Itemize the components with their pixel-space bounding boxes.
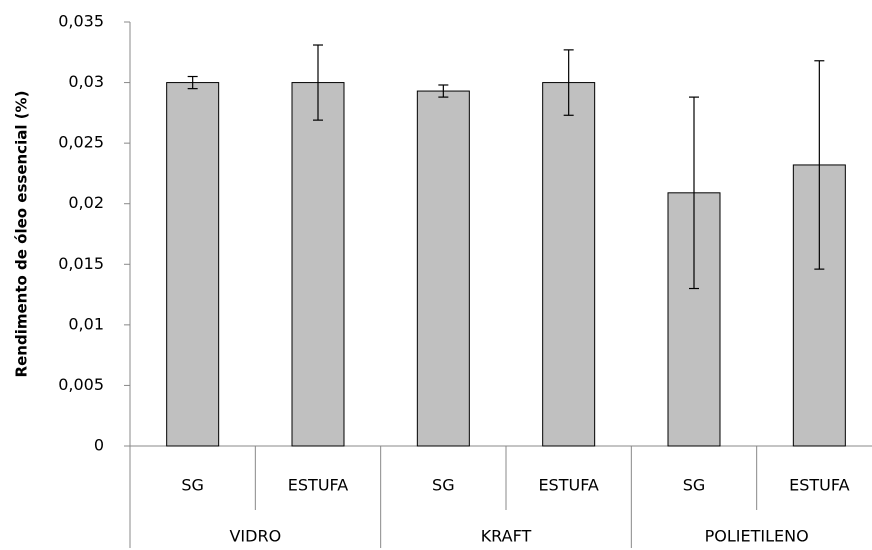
- x-tick-label: SG: [432, 476, 455, 495]
- x-tick-label: ESTUFA: [538, 476, 598, 495]
- y-tick-label: 0,035: [58, 12, 104, 31]
- x-tick-label: SG: [181, 476, 204, 495]
- error-bar: [187, 75, 198, 90]
- error-bar: [313, 44, 323, 121]
- y-tick-label: 0,005: [58, 375, 104, 394]
- y-tick-label: 0,03: [68, 72, 104, 91]
- error-bar: [563, 49, 574, 116]
- y-tick-label: 0,01: [68, 314, 104, 333]
- y-tick-label: 0: [94, 436, 104, 455]
- x-tick-label: ESTUFA: [288, 476, 348, 495]
- y-axis-title: Rendimento de óleo essencial (%): [13, 91, 31, 378]
- bar: [416, 90, 470, 447]
- bar: [542, 82, 596, 447]
- y-tick-label: 0,025: [58, 133, 104, 152]
- group-label: KRAFT: [481, 527, 532, 546]
- y-tick-label: 0,02: [68, 193, 104, 212]
- error-bar: [438, 84, 449, 98]
- x-tick-label: SG: [683, 476, 706, 495]
- bar: [291, 82, 345, 447]
- y-tick-label: 0,015: [58, 254, 104, 273]
- bar: [166, 82, 220, 447]
- x-tick-label: ESTUFA: [789, 476, 849, 495]
- error-bar: [814, 60, 825, 270]
- group-label: VIDRO: [229, 527, 281, 546]
- error-bar: [689, 96, 699, 290]
- group-label: POLIETILENO: [705, 527, 809, 546]
